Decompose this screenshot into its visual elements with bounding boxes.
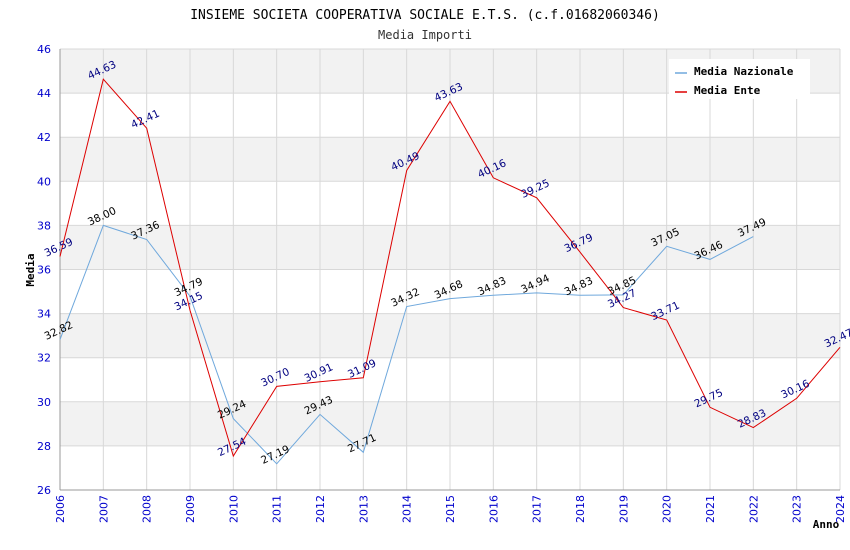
chart-title: INSIEME SOCIETA COOPERATIVA SOCIALE E.T.… — [190, 8, 660, 23]
y-tick-label: 36 — [37, 264, 51, 277]
x-tick-label: 2011 — [271, 495, 284, 523]
legend-label-nazionale: Media Nazionale — [694, 65, 794, 78]
x-tick-label: 2016 — [487, 495, 500, 523]
y-tick-label: 26 — [37, 484, 51, 497]
x-tick-label: 2013 — [357, 495, 370, 523]
y-tick-label: 28 — [37, 440, 51, 453]
legend-label-ente: Media Ente — [694, 84, 761, 97]
x-tick-label: 2008 — [141, 495, 154, 523]
x-axis-label: Anno — [813, 518, 840, 531]
y-tick-label: 44 — [37, 87, 51, 100]
x-tick-label: 2024 — [834, 495, 847, 523]
y-tick-label: 30 — [37, 396, 51, 409]
x-tick-label: 2010 — [227, 495, 240, 523]
grid-lines — [59, 48, 841, 491]
y-tick-label: 42 — [37, 131, 51, 144]
y-tick-label: 40 — [37, 175, 51, 188]
x-tick-label: 2019 — [617, 495, 630, 523]
y-tick-label: 38 — [37, 219, 51, 232]
x-tick-label: 2007 — [97, 495, 110, 523]
x-tick-label: 2015 — [444, 495, 457, 523]
x-tick-label: 2018 — [574, 495, 587, 523]
x-tick-label: 2020 — [661, 495, 674, 523]
x-tick-label: 2009 — [184, 495, 197, 523]
x-tick-label: 2017 — [531, 495, 544, 523]
y-tick-label: 32 — [37, 352, 51, 365]
y-tick-label: 46 — [37, 43, 51, 56]
series-line-nazionale — [59, 224, 754, 465]
legend-box — [669, 59, 810, 99]
y-axis-ticks: 26 28 30 32 34 36 38 40 42 44 46 — [37, 43, 51, 497]
x-tick-label: 2006 — [54, 495, 67, 523]
series-line-ente — [59, 78, 841, 458]
x-tick-label: 2022 — [747, 495, 760, 523]
legend: Media Nazionale Media Ente — [669, 59, 810, 99]
series-lines — [59, 78, 841, 465]
x-tick-label: 2023 — [791, 495, 804, 523]
x-tick-label: 2014 — [401, 495, 414, 523]
y-tick-label: 34 — [37, 308, 51, 321]
chart-subtitle: Media Importi — [378, 28, 472, 42]
y-axis-label: Media — [24, 253, 37, 286]
x-axis-ticks: 2006 2007 2008 2009 2010 2011 2012 2013 2014 2015… — [54, 495, 847, 523]
x-tick-label: 2012 — [314, 495, 327, 523]
x-tick-label: 2021 — [704, 495, 717, 523]
